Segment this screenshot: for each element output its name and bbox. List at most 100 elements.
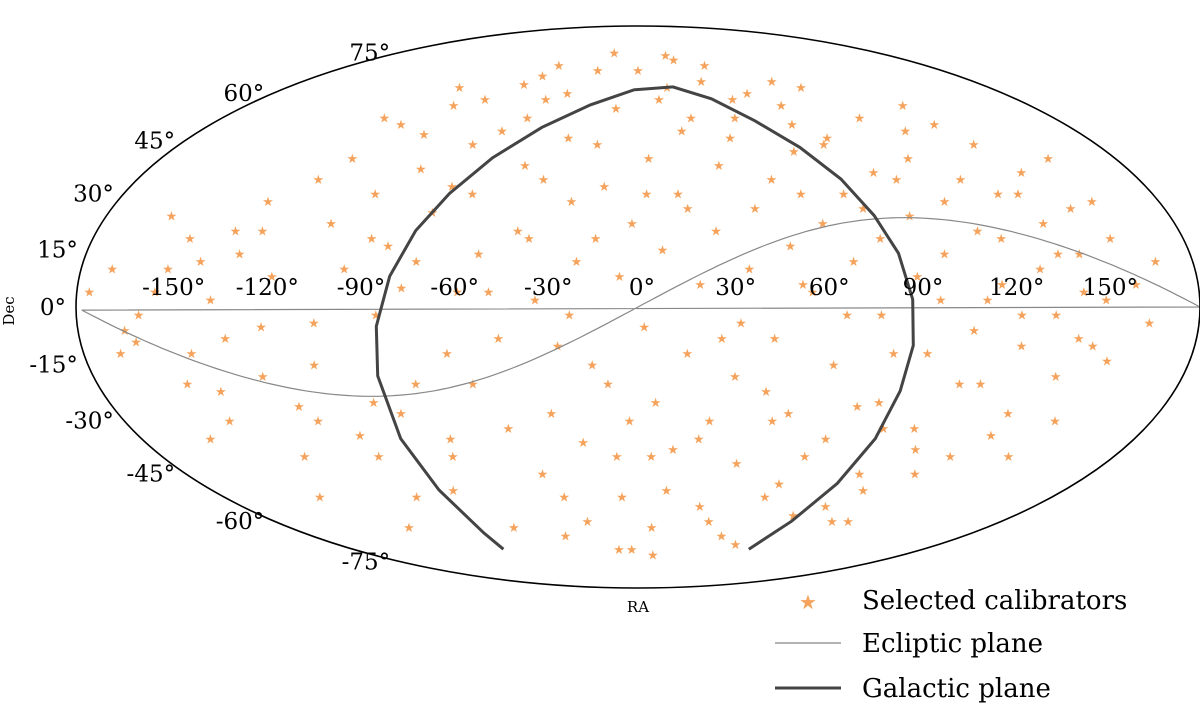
calibrator-star: ★ (877, 422, 889, 437)
dec-tick-label: -45° (127, 461, 176, 487)
calibrator-star: ★ (766, 173, 778, 188)
calibrator-star: ★ (729, 112, 741, 127)
calibrator-star: ★ (626, 217, 638, 232)
calibrator-star: ★ (521, 112, 533, 127)
calibrator-star: ★ (512, 225, 524, 240)
calibrator-star: ★ (660, 49, 672, 64)
calibrator-star: ★ (382, 240, 394, 255)
calibrator-star: ★ (795, 81, 807, 96)
calibrator-star: ★ (338, 263, 350, 278)
calibrator-star: ★ (743, 263, 755, 278)
calibrator-star: ★ (370, 309, 382, 324)
calibrator-star: ★ (299, 450, 311, 465)
calibrator-star: ★ (650, 396, 662, 411)
calibrator-star: ★ (694, 278, 706, 293)
calibrator-star: ★ (638, 320, 650, 335)
calibrator-star: ★ (975, 377, 987, 392)
calibrator-star: ★ (873, 396, 885, 411)
dec-tick-label: -15° (29, 353, 78, 379)
calibrator-star: ★ (473, 247, 485, 262)
calibrator-star: ★ (693, 433, 705, 448)
calibrator-star: ★ (786, 118, 798, 133)
calibrator-star: ★ (403, 521, 415, 536)
calibrator-star: ★ (186, 347, 198, 362)
ra-tick-label: -60° (430, 275, 479, 301)
calibrator-star: ★ (643, 152, 655, 167)
calibrator-star: ★ (519, 159, 531, 174)
dec-tick-label: 0° (40, 295, 66, 321)
calibrator-star: ★ (1143, 316, 1155, 331)
calibrator-markers: ★ ★ ★ ★ ★ ★ ★ ★ ★ ★ ★ ★ ★ ★ ★ ★ ★ ★ ★ ★ ★ ★ ★ ★ ★ ★ ★ ★ ★ ★ ★ ★ ★ ★ ★ ★ ★ ★ ★ ★… (83, 46, 1161, 563)
calibrator-star: ★ (787, 509, 799, 524)
calibrator-star: ★ (818, 138, 830, 153)
calibrator-star: ★ (968, 138, 980, 153)
calibrator-star: ★ (181, 377, 193, 392)
calibrator-star: ★ (828, 359, 840, 374)
calibrator-star: ★ (773, 477, 785, 492)
calibrator-star: ★ (797, 278, 809, 293)
calibrator-star: ★ (1073, 247, 1085, 262)
ra-tick-label: -150° (142, 275, 205, 301)
calibrator-star: ★ (632, 64, 644, 79)
calibrator-star: ★ (447, 484, 459, 499)
calibrator-star: ★ (1052, 247, 1064, 262)
calibrator-star: ★ (876, 309, 888, 324)
calibrator-star: ★ (395, 118, 407, 133)
dec-tick-label: -75° (342, 550, 391, 576)
calibrator-star: ★ (1016, 339, 1028, 354)
calibrator-star: ★ (234, 247, 246, 262)
calibrator-star: ★ (553, 59, 565, 74)
calibrator-star: ★ (467, 377, 479, 392)
calibrator-star: ★ (571, 255, 583, 270)
ra-tick-labels: -150° -120° -90° -60° -30° 0° 30° 60° 90° 120° 150… (142, 275, 1138, 301)
calibrator-star: ★ (1087, 339, 1099, 354)
calibrator-star: ★ (681, 347, 693, 362)
calibrator-star: ★ (1100, 293, 1112, 308)
calibrator-star: ★ (784, 240, 796, 255)
calibrator-star: ★ (874, 232, 886, 247)
calibrator-star: ★ (266, 270, 278, 285)
calibrator-star: ★ (149, 286, 161, 301)
ra-tick-label: -30° (524, 275, 573, 301)
ra-tick-label: 0° (629, 275, 655, 301)
calibrator-star: ★ (939, 247, 951, 262)
calibrator-star: ★ (807, 286, 819, 301)
calibrator-star: ★ (610, 102, 622, 117)
calibrator-star: ★ (788, 145, 800, 160)
calibrator-star: ★ (996, 278, 1008, 293)
ra-tick-label: -120° (236, 275, 299, 301)
calibrator-star: ★ (922, 347, 934, 362)
calibrator-star: ★ (955, 173, 967, 188)
calibrator-star: ★ (230, 225, 242, 240)
calibrator-star: ★ (523, 232, 535, 247)
calibrator-star: ★ (1015, 166, 1027, 181)
calibrator-star: ★ (626, 543, 638, 558)
calibrator-star: ★ (939, 195, 951, 210)
calibrator-star: ★ (799, 450, 811, 465)
calibrator-star: ★ (842, 515, 854, 530)
calibrator-star: ★ (378, 112, 390, 127)
ra-tick-label: 30° (715, 275, 756, 301)
calibrator-star: ★ (1150, 255, 1162, 270)
calibrator-star: ★ (1050, 309, 1062, 324)
calibrator-star: ★ (935, 293, 947, 308)
calibrator-star: ★ (611, 450, 623, 465)
calibrator-star: ★ (184, 232, 196, 247)
calibrator-star: ★ (899, 125, 911, 140)
calibrator-star: ★ (537, 467, 549, 482)
ra-tick-label: 150° (1083, 275, 1138, 301)
calibrator-star: ★ (646, 521, 658, 536)
legend-label-galactic: Galactic plane (862, 674, 1051, 704)
calibrator-star: ★ (759, 490, 771, 505)
calibrator-star: ★ (446, 180, 458, 195)
calibrator-star: ★ (657, 244, 669, 259)
dec-tick-label: 15° (37, 238, 78, 264)
calibrator-star: ★ (909, 467, 921, 482)
x-axis-label: RA (627, 598, 649, 616)
calibrator-star: ★ (205, 433, 217, 448)
calibrator-star: ★ (730, 538, 742, 553)
calibrator-star: ★ (308, 359, 320, 374)
calibrator-star: ★ (293, 400, 305, 415)
galactic-plane-line (374, 85, 915, 551)
calibrator-star: ★ (766, 75, 778, 90)
